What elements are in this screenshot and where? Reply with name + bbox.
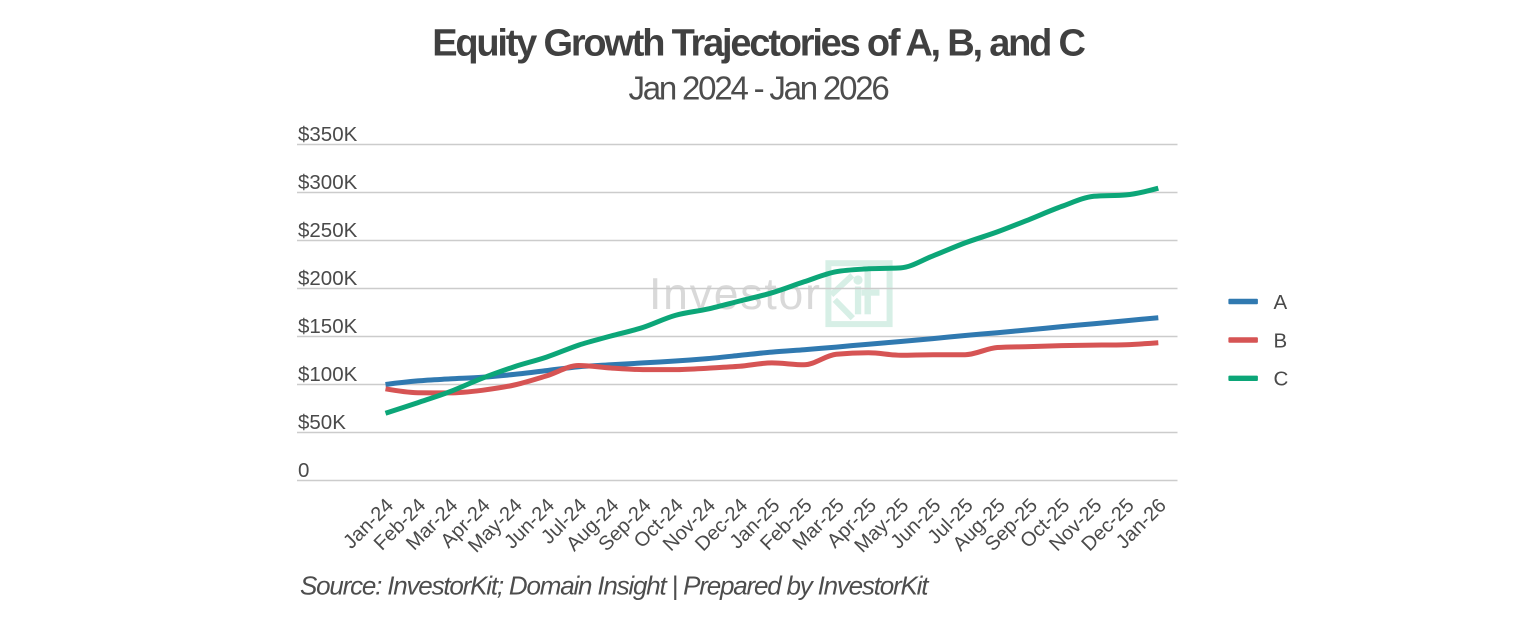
svg-text:Jan 2024 - Jan 2026: Jan 2024 - Jan 2026 <box>628 70 888 107</box>
svg-text:B: B <box>1274 329 1288 352</box>
svg-text:$150K: $150K <box>298 315 358 338</box>
svg-text:$350K: $350K <box>298 123 358 146</box>
svg-text:$50K: $50K <box>298 411 346 434</box>
svg-text:C: C <box>1274 368 1289 391</box>
svg-text:Equity Growth Trajectories of: Equity Growth Trajectories of A, B, and … <box>432 23 1085 65</box>
svg-text:$300K: $300K <box>298 171 358 194</box>
svg-text:$250K: $250K <box>298 219 358 242</box>
svg-text:0: 0 <box>298 459 309 482</box>
svg-text:$200K: $200K <box>298 267 358 290</box>
svg-text:$100K: $100K <box>298 363 358 386</box>
svg-text:Source: InvestorKit; Domain In: Source: InvestorKit; Domain Insight | Pr… <box>300 571 930 601</box>
svg-text:Investor: Investor <box>649 270 822 319</box>
svg-text:A: A <box>1274 291 1288 314</box>
